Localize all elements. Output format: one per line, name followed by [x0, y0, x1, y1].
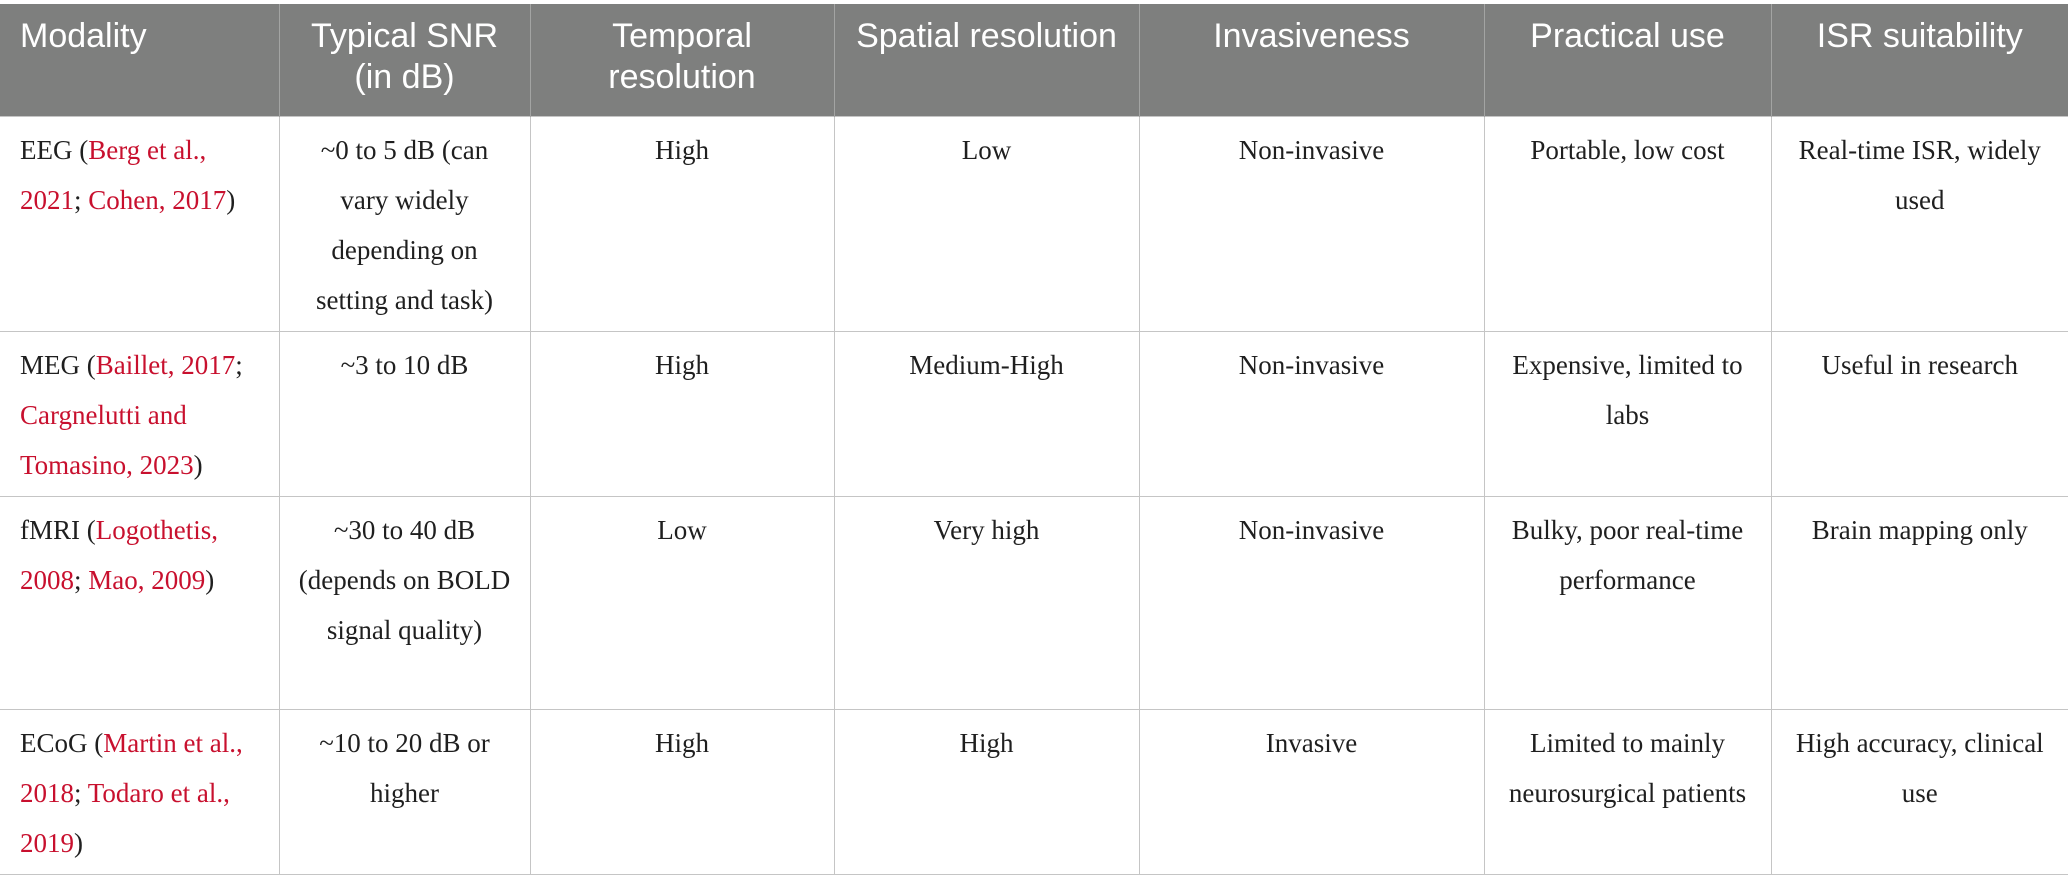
- citation-separator: ;: [74, 778, 88, 808]
- header-isr-suitability: ISR suitability: [1771, 4, 2068, 117]
- spatial-cell: Very high: [833, 496, 1140, 710]
- citation-link[interactable]: Martin et al., 2018: [20, 728, 243, 808]
- modality-cell: EEG (Berg et al., 2021; Cohen, 2017): [0, 116, 280, 332]
- citation-link[interactable]: Mao, 2009: [88, 565, 206, 595]
- header-snr: Typical SNR (in dB): [279, 4, 531, 117]
- citation-link[interactable]: Logothetis, 2008: [20, 515, 218, 595]
- modality-cell: MEG (Baillet, 2017; Cargnelutti and Toma…: [0, 331, 280, 497]
- paren-open: (: [72, 135, 89, 165]
- temporal-cell: Low: [529, 496, 835, 710]
- modality-name: fMRI: [20, 515, 80, 545]
- modality-name: EEG: [20, 135, 73, 165]
- citation-link[interactable]: Berg et al., 2021: [20, 135, 207, 215]
- snr-cell: ~3 to 10 dB: [278, 331, 531, 497]
- table-row: fMRI (Logothetis, 2008; Mao, 2009) ~30 t…: [0, 496, 2068, 710]
- paren-close: ): [193, 450, 203, 480]
- modality-name: ECoG: [20, 728, 88, 758]
- paren-close: ): [226, 185, 236, 215]
- citation-separator: ;: [235, 350, 243, 380]
- modality-comparison-table: Modality Typical SNR (in dB) Temporal re…: [0, 4, 2068, 875]
- header-invasiveness: Invasiveness: [1139, 4, 1485, 117]
- modality-cell: ECoG (Martin et al., 2018; Todaro et al.…: [0, 709, 280, 875]
- citation-link[interactable]: Todaro et al., 2019: [20, 778, 230, 858]
- temporal-cell: High: [529, 116, 835, 332]
- paren-close: ): [74, 828, 83, 858]
- isr-suitability-cell: Real-time ISR, widely used: [1770, 116, 2068, 332]
- header-practical-use: Practical use: [1484, 4, 1772, 117]
- temporal-cell: High: [529, 709, 835, 875]
- paren-open: (: [80, 515, 96, 545]
- temporal-cell: High: [529, 331, 835, 497]
- invasiveness-cell: Non-invasive: [1138, 116, 1485, 332]
- practical-use-cell: Limited to mainly neurosurgical patients: [1483, 709, 1772, 875]
- citation-separator: ;: [74, 185, 89, 215]
- paren-open: (: [87, 728, 104, 758]
- citation-separator: ;: [74, 565, 89, 595]
- modality-name: MEG: [20, 350, 80, 380]
- header-modality: Modality: [0, 4, 280, 117]
- invasiveness-cell: Non-invasive: [1138, 496, 1485, 710]
- header-spatial-resolution: Spatial resolution: [834, 4, 1140, 117]
- paren-close: ): [205, 565, 215, 595]
- table-row: MEG (Baillet, 2017; Cargnelutti and Toma…: [0, 331, 2068, 497]
- citation-link[interactable]: Cargnelutti and Tomasino, 2023: [20, 400, 194, 480]
- citation-link[interactable]: Baillet, 2017: [95, 350, 236, 380]
- invasiveness-cell: Invasive: [1138, 709, 1485, 875]
- paren-open: (: [80, 350, 96, 380]
- practical-use-cell: Portable, low cost: [1483, 116, 1772, 332]
- citation-link[interactable]: Cohen, 2017: [88, 185, 227, 215]
- spatial-cell: High: [833, 709, 1140, 875]
- snr-cell: ~0 to 5 dB (can vary widely depending on…: [278, 116, 531, 332]
- spatial-cell: Medium-High: [833, 331, 1140, 497]
- snr-cell: ~10 to 20 dB or higher: [278, 709, 531, 875]
- table-row: ECoG (Martin et al., 2018; Todaro et al.…: [0, 709, 2068, 875]
- isr-suitability-cell: High accuracy, clinical use: [1770, 709, 2068, 875]
- modality-cell: fMRI (Logothetis, 2008; Mao, 2009): [0, 496, 280, 710]
- practical-use-cell: Bulky, poor real-time performance: [1483, 496, 1772, 710]
- snr-cell: ~30 to 40 dB (depends on BOLD signal qua…: [278, 496, 531, 710]
- isr-suitability-cell: Useful in research: [1770, 331, 2068, 497]
- spatial-cell: Low: [833, 116, 1140, 332]
- table-row: EEG (Berg et al., 2021; Cohen, 2017) ~0 …: [0, 116, 2068, 332]
- header-row: Modality Typical SNR (in dB) Temporal re…: [0, 4, 2068, 117]
- isr-suitability-cell: Brain mapping only: [1770, 496, 2068, 710]
- practical-use-cell: Expensive, limited to labs: [1483, 331, 1772, 497]
- header-temporal-resolution: Temporal resolution: [530, 4, 835, 117]
- invasiveness-cell: Non-invasive: [1138, 331, 1485, 497]
